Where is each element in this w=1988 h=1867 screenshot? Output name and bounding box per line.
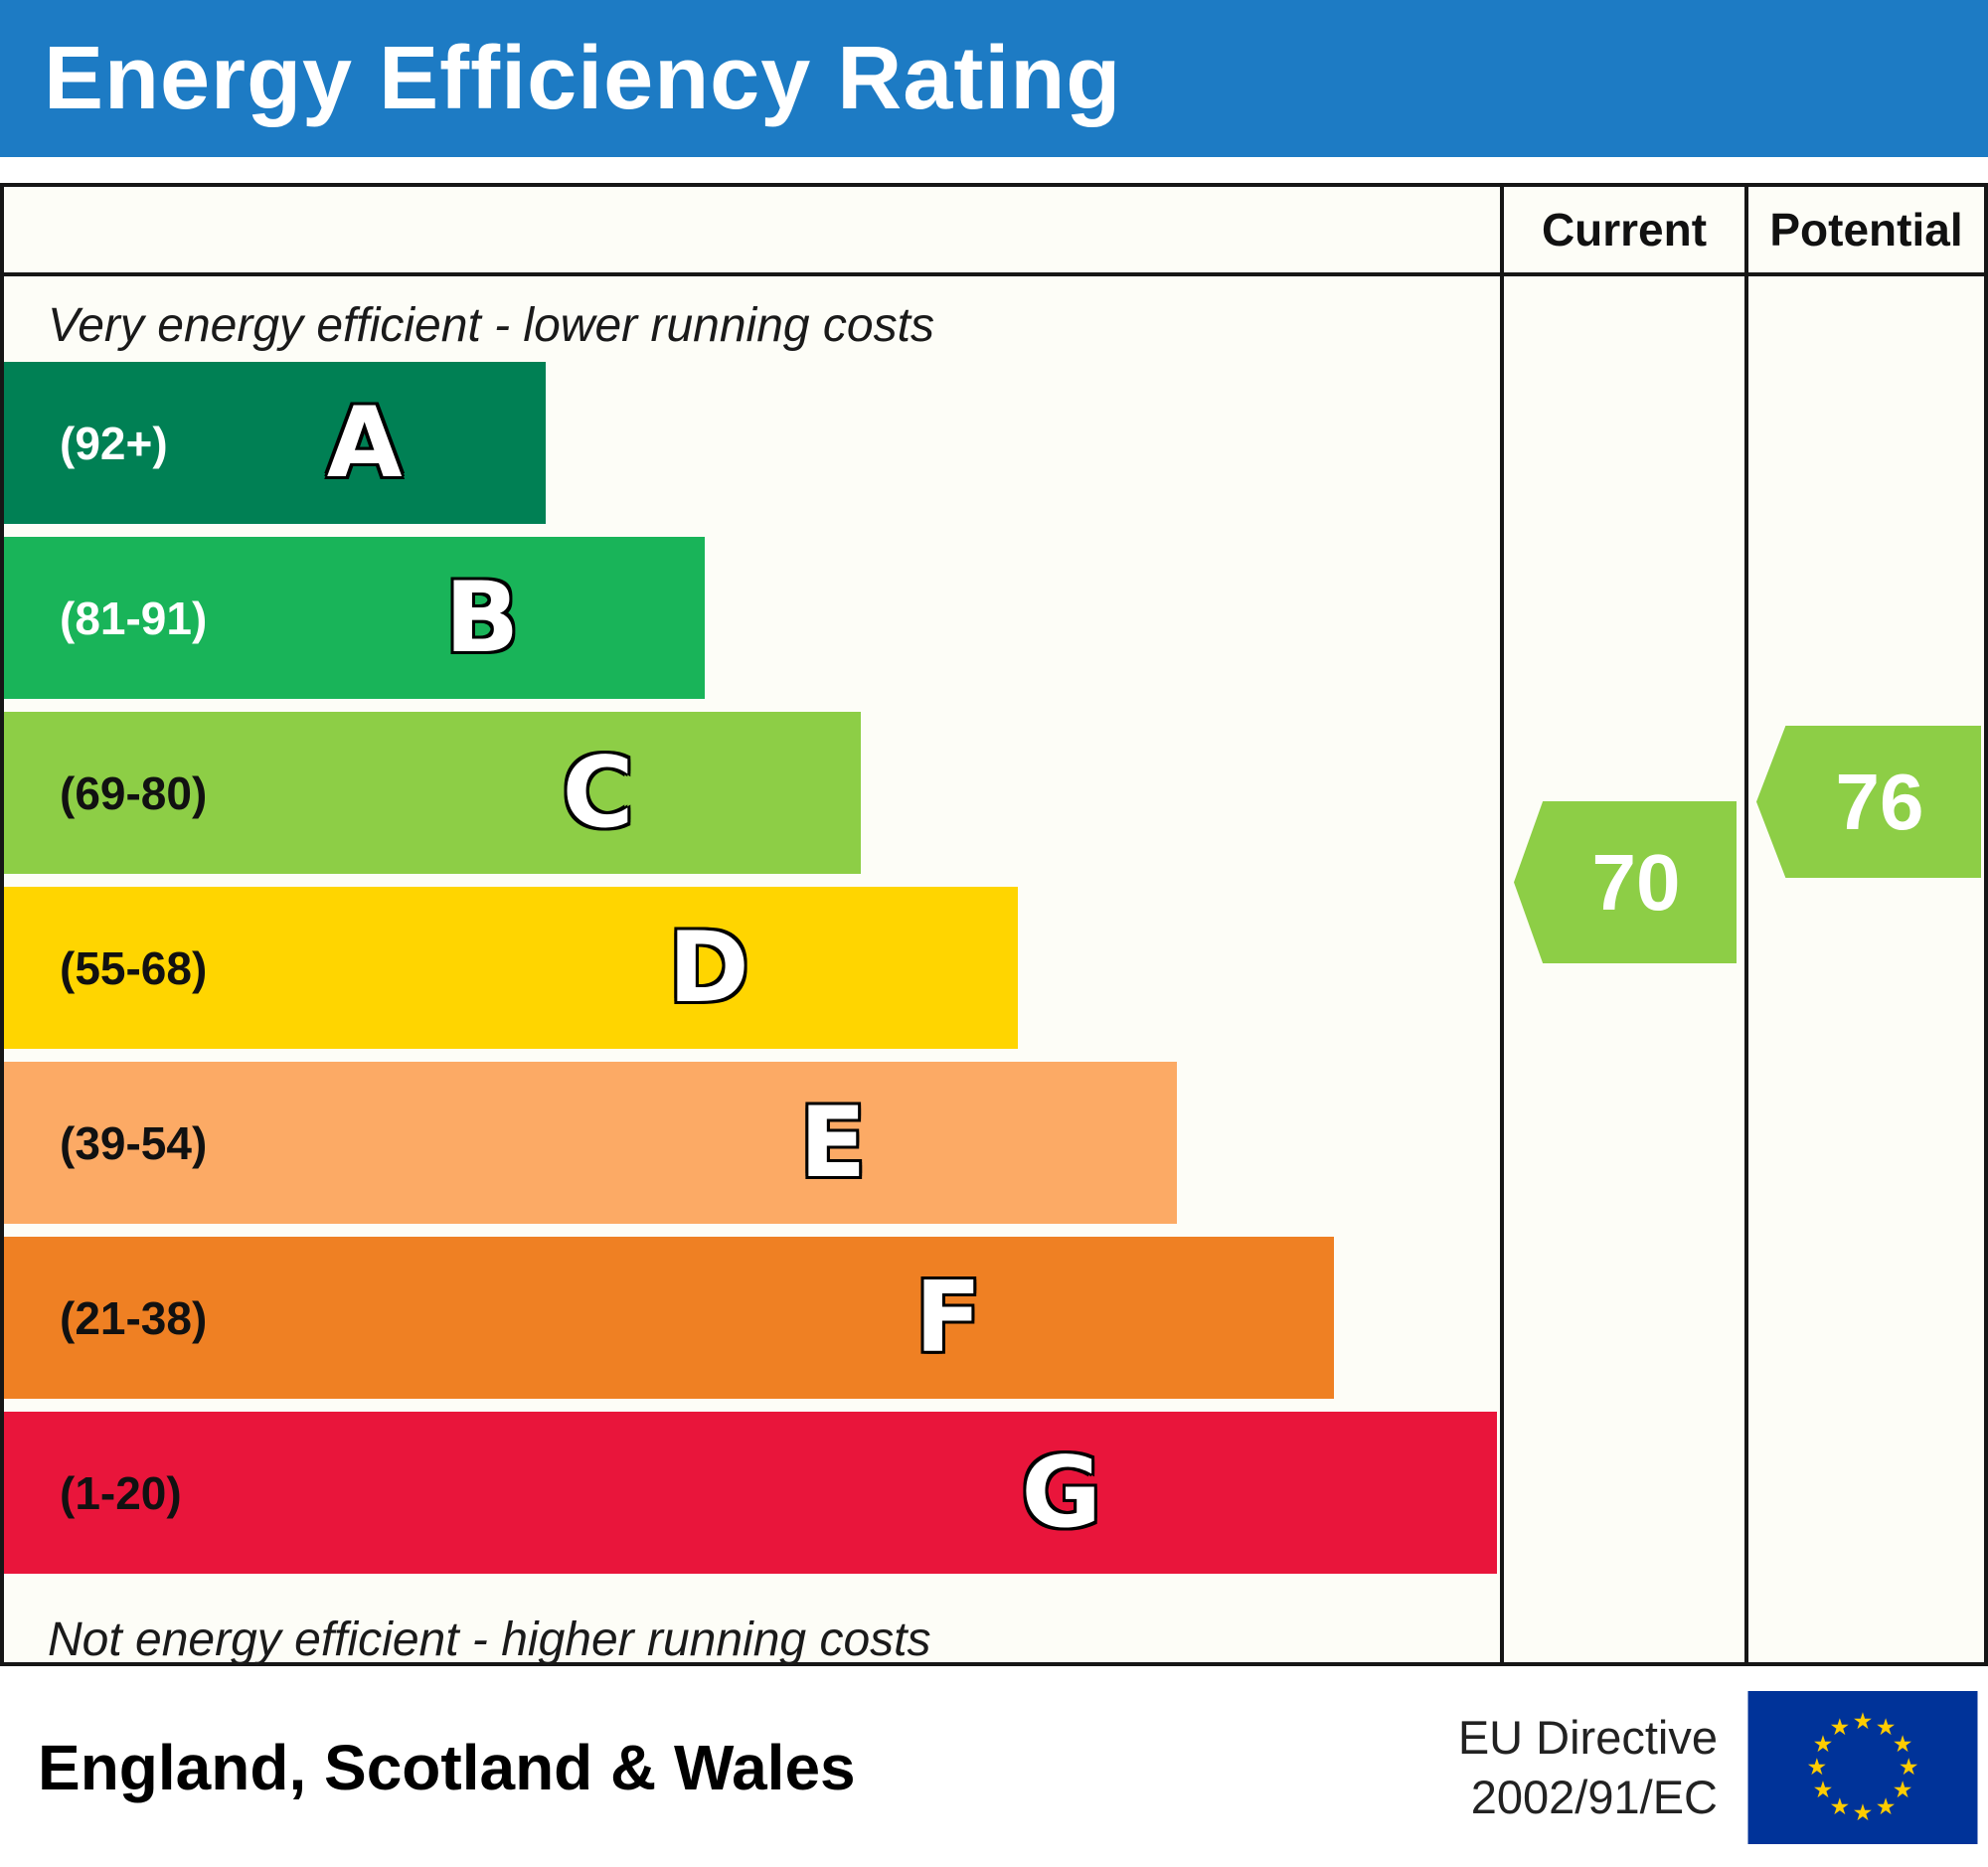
- svg-text:★: ★: [1806, 1755, 1827, 1781]
- band-f-letter: F: [914, 1261, 982, 1375]
- band-g-range: (1-20): [60, 1466, 182, 1519]
- current-column-header: Current: [1504, 187, 1744, 276]
- current-rating-indicator: 70: [1514, 801, 1737, 963]
- band-e-letter: E: [799, 1086, 867, 1200]
- energy-rating-chart: Very energy efficient - lower running co…: [0, 183, 1988, 1666]
- band-d: (55-68) D: [4, 887, 1018, 1049]
- band-d-range: (55-68): [60, 941, 208, 994]
- eu-flag-icon: ★ ★ ★ ★ ★ ★ ★ ★ ★ ★ ★ ★: [1747, 1691, 1978, 1844]
- potential-column-header: Potential: [1748, 187, 1984, 276]
- band-a-letter: A: [326, 386, 403, 500]
- footer: England, Scotland & Wales EU Directive 2…: [0, 1666, 1988, 1861]
- svg-text:★: ★: [1876, 1794, 1897, 1820]
- potential-rating-indicator: 76: [1756, 726, 1981, 878]
- bottom-caption: Not energy efficient - higher running co…: [48, 1613, 931, 1666]
- svg-text:★: ★: [1813, 1732, 1834, 1758]
- band-d-letter: D: [668, 911, 749, 1025]
- potential-column: Potential 76: [1744, 187, 1984, 1662]
- svg-text:★: ★: [1853, 1709, 1874, 1735]
- eu-directive-line1: EU Directive: [1457, 1710, 1718, 1764]
- band-b: (81-91) B: [4, 537, 705, 699]
- band-c-range: (69-80): [60, 766, 208, 819]
- band-b-letter: B: [444, 561, 520, 675]
- svg-text:★: ★: [1830, 1715, 1851, 1741]
- svg-text:★: ★: [1893, 1778, 1913, 1803]
- band-g-letter: G: [1021, 1436, 1101, 1550]
- band-f-range: (21-38): [60, 1291, 208, 1344]
- band-e: (39-54) E: [4, 1062, 1177, 1224]
- svg-text:★: ★: [1876, 1715, 1897, 1741]
- band-a: (92+) A: [4, 362, 546, 524]
- band-c-letter: C: [562, 736, 634, 850]
- eu-directive-line2: 2002/91/EC: [1470, 1771, 1718, 1823]
- band-f: (21-38) F: [4, 1237, 1334, 1399]
- bands-column-header: [4, 187, 1500, 276]
- svg-text:★: ★: [1813, 1778, 1834, 1803]
- bands-column: Very energy efficient - lower running co…: [4, 187, 1500, 1666]
- current-column: Current 70: [1500, 187, 1744, 1662]
- svg-text:★: ★: [1899, 1755, 1919, 1781]
- band-b-range: (81-91): [60, 592, 208, 644]
- title-bar: Energy Efficiency Rating: [0, 0, 1988, 157]
- region-label: England, Scotland & Wales: [38, 1732, 856, 1803]
- top-caption: Very energy efficient - lower running co…: [48, 299, 934, 352]
- potential-rating-value: 76: [1835, 757, 1924, 846]
- band-c: (69-80) C: [4, 712, 861, 874]
- current-rating-value: 70: [1591, 837, 1681, 927]
- band-e-range: (39-54): [60, 1116, 208, 1169]
- svg-text:★: ★: [1830, 1794, 1851, 1820]
- page-title: Energy Efficiency Rating: [44, 28, 1122, 128]
- svg-text:★: ★: [1893, 1732, 1913, 1758]
- svg-text:★: ★: [1853, 1800, 1874, 1826]
- band-a-range: (92+): [60, 417, 168, 469]
- eu-directive-label: EU Directive 2002/91/EC: [1458, 1708, 1718, 1827]
- band-g: (1-20) G: [4, 1412, 1497, 1574]
